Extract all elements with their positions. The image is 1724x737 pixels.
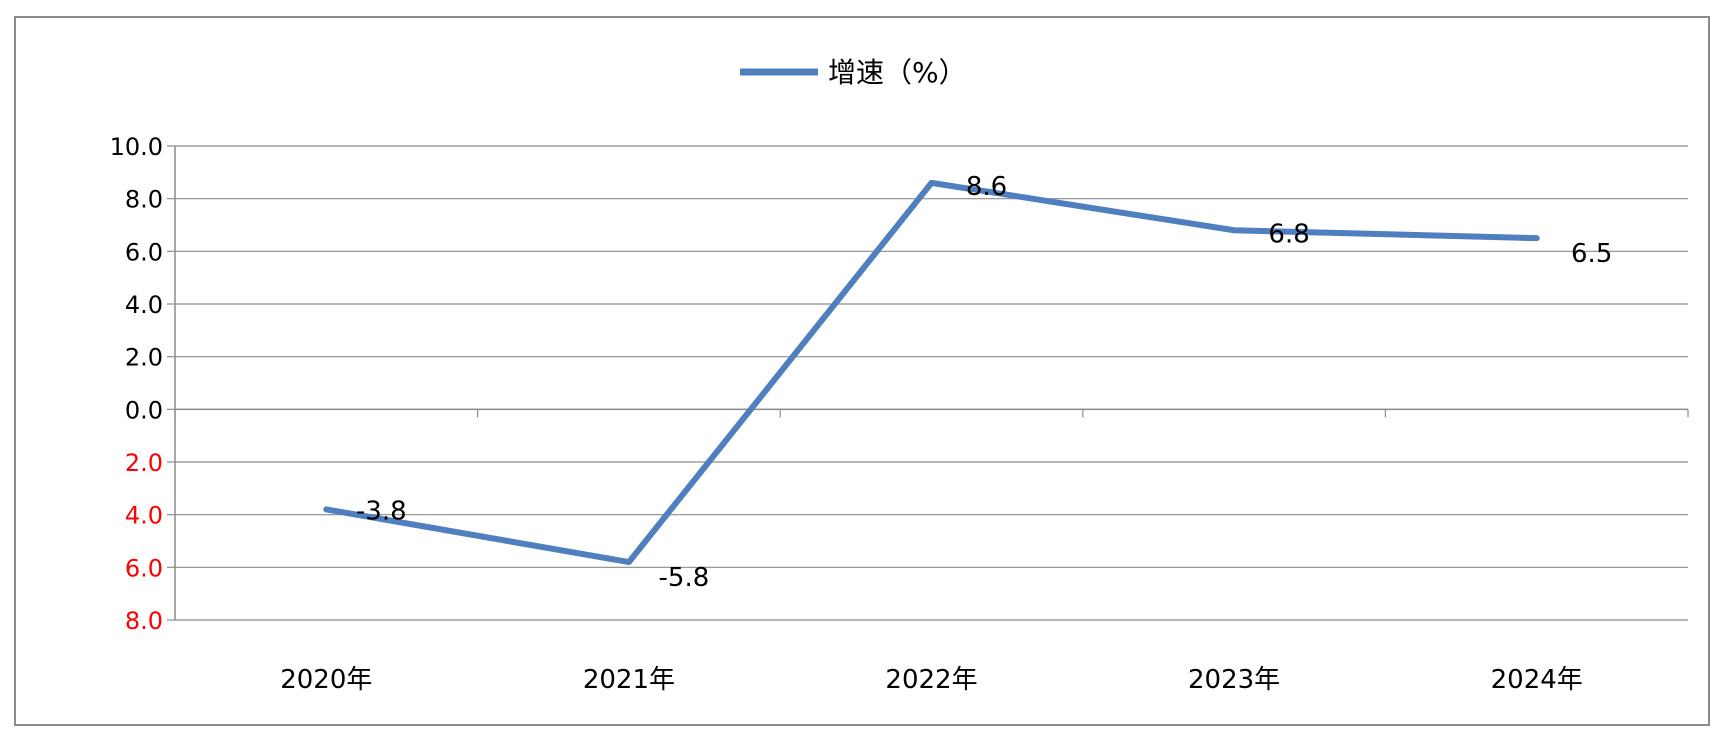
data-label: 6.8: [1268, 219, 1309, 249]
x-tick-label: 2021年: [583, 665, 675, 695]
axes: [174, 146, 1689, 620]
y-axis-tick-labels: 10.0 8.0 6.0 4.0 2.0 0.0 2.0 4.0 6.0 8.0: [110, 133, 163, 635]
gridlines: [167, 145, 1688, 621]
data-point: [930, 181, 933, 184]
x-tick-label: 2023年: [1188, 665, 1280, 695]
y-tick-label: 4.0: [125, 502, 163, 530]
x-tick-label: 2020年: [280, 665, 372, 695]
legend-label: 增速（%）: [828, 56, 967, 89]
y-tick-label: 2.0: [125, 449, 163, 477]
y-tick-label: 10.0: [110, 133, 163, 161]
x-tick-label: 2022年: [885, 665, 977, 695]
data-labels: -3.8 -5.8 8.6 6.8 6.5: [356, 172, 1612, 593]
data-label: 8.6: [966, 172, 1007, 202]
y-tick-label: 8.0: [125, 186, 163, 214]
data-point: [325, 508, 328, 511]
y-tick-label: 0.0: [125, 396, 163, 424]
series-line: [323, 179, 1540, 566]
x-tick-label: 2024年: [1491, 665, 1583, 695]
data-label: -5.8: [659, 563, 710, 593]
data-point: [1233, 229, 1236, 232]
y-tick-label: 2.0: [125, 344, 163, 372]
legend: 增速（%）: [740, 56, 967, 89]
data-label: -3.8: [356, 496, 407, 526]
data-point: [1535, 237, 1538, 240]
y-tick-label: 8.0: [125, 607, 163, 635]
data-point: [627, 561, 630, 564]
y-tick-label: 6.0: [125, 238, 163, 266]
y-tick-label: 4.0: [125, 291, 163, 319]
y-tick-label: 6.0: [125, 554, 163, 582]
data-label: 6.5: [1571, 239, 1612, 269]
x-axis-tick-labels: 2020年 2021年 2022年 2023年 2024年: [280, 665, 1583, 695]
chart-frame: [14, 16, 1710, 726]
series-line-path: [323, 179, 1540, 566]
